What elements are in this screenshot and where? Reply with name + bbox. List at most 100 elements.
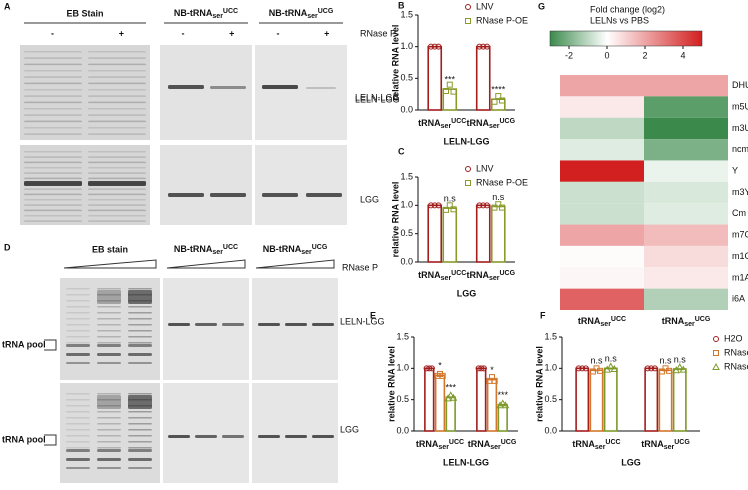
x-tick-label: tRNAserUCG: [466, 118, 515, 130]
row-label: m3Y: [732, 187, 748, 197]
gel-band: [66, 294, 90, 296]
gel-band: [66, 449, 90, 452]
gel-band: [66, 362, 90, 364]
y-tick-label: 1.0: [544, 363, 557, 373]
lane-sign: +: [119, 28, 124, 38]
gel-band: [66, 467, 90, 469]
gel-band: [88, 167, 146, 169]
row-label: DHU: [732, 80, 748, 90]
colorbar-tick-label: -2: [565, 50, 573, 60]
column-label-sub: ser: [600, 321, 611, 328]
gel-band: [66, 288, 90, 290]
heatmap-cell: [560, 75, 644, 97]
lane-sign: +: [324, 28, 329, 38]
colorbar: [549, 30, 703, 47]
bar: [672, 368, 687, 432]
y-tick-label: 1.0: [400, 41, 413, 51]
gel-band: [24, 57, 82, 59]
gel-band: [66, 405, 90, 407]
data-point: [582, 365, 589, 372]
lane-header-sup: UCG: [318, 8, 334, 15]
gel-band: [128, 362, 152, 364]
bar: [475, 204, 491, 263]
gel-band: [128, 290, 152, 304]
gel-band: [97, 399, 121, 401]
legend-marker: [713, 350, 719, 356]
lane-sign: +: [229, 28, 234, 38]
data-point: [476, 202, 483, 209]
gel-band: [88, 108, 146, 110]
heatmap-cell: [644, 288, 728, 310]
y-axis-label: relative RNA level: [386, 346, 396, 422]
y-axis-label: relative RNA level: [390, 25, 400, 101]
gel-band: [210, 86, 246, 89]
heatmap-cell: [644, 224, 728, 246]
data-point: [435, 43, 442, 50]
gel-band: [97, 318, 121, 320]
data-point: [679, 365, 688, 373]
gel-image: [252, 278, 338, 380]
column-label-sup: UCC: [611, 316, 626, 323]
data-point: [476, 43, 483, 50]
gel-band: [66, 458, 90, 461]
gel-band: [66, 393, 90, 395]
gel-band: [24, 70, 82, 72]
legend-marker: [465, 166, 471, 172]
gel-band: [88, 95, 146, 97]
x-tick-label-base: tRNA: [418, 118, 441, 128]
gel-band: [24, 172, 82, 174]
gel-band: [97, 449, 121, 452]
lane-header: NB-tRNAserUCC: [174, 8, 238, 20]
gel-band: [88, 177, 146, 180]
gel-band: [97, 417, 121, 419]
bar: [475, 45, 491, 111]
gel-band: [66, 417, 90, 419]
gel-band: [24, 193, 82, 196]
y-tick-label: 0.0: [396, 425, 409, 435]
x-tick-label-base: tRNA: [572, 439, 595, 449]
gel-band: [88, 156, 146, 158]
lane-header: EB Stain: [66, 8, 103, 18]
bar: [644, 367, 659, 432]
significance-label: n.s: [674, 354, 687, 364]
gel-band: [306, 87, 336, 89]
gel-band: [24, 127, 82, 129]
gel-band: [66, 441, 90, 443]
gel-band: [222, 323, 244, 326]
gel-band: [24, 188, 82, 190]
significance-label: n.s: [590, 356, 603, 366]
pool-bracket: [44, 339, 57, 351]
gel-band: [24, 101, 82, 104]
gel-band: [97, 330, 121, 332]
data-point: [427, 202, 434, 209]
x-tick-label: tRNAserUCG: [641, 439, 690, 451]
lane-header-base: NB-tRNA: [174, 244, 213, 254]
legend-marker: [465, 18, 471, 24]
gel-band: [97, 344, 121, 347]
x-tick-label: tRNAserUCC: [416, 439, 464, 451]
y-tick-label: 1.5: [396, 331, 409, 341]
data-point: [648, 365, 655, 372]
data-point: [450, 88, 457, 95]
data-point: [495, 201, 502, 208]
gel-band: [128, 447, 152, 449]
legend-marker: [712, 362, 720, 370]
gel-band: [285, 323, 307, 326]
gel-band: [128, 393, 152, 395]
data-point: [450, 206, 457, 213]
x-tick-label-sup: UCG: [501, 439, 517, 446]
colorbar-tick-label: 2: [642, 50, 647, 60]
gel-band: [88, 181, 146, 186]
x-axis-label: LELN-LGG: [444, 136, 490, 146]
gel-band: [97, 435, 121, 437]
gel-band: [24, 209, 82, 212]
gel-band: [88, 193, 146, 196]
gel-image: [163, 278, 249, 380]
x-tick-label-base: tRNA: [468, 439, 491, 449]
lane-sign: -: [51, 28, 54, 38]
data-point: [426, 365, 433, 372]
gel-band: [97, 393, 121, 395]
data-point: [498, 399, 507, 407]
gel-band: [97, 429, 121, 431]
significance-label: ***: [445, 74, 456, 84]
